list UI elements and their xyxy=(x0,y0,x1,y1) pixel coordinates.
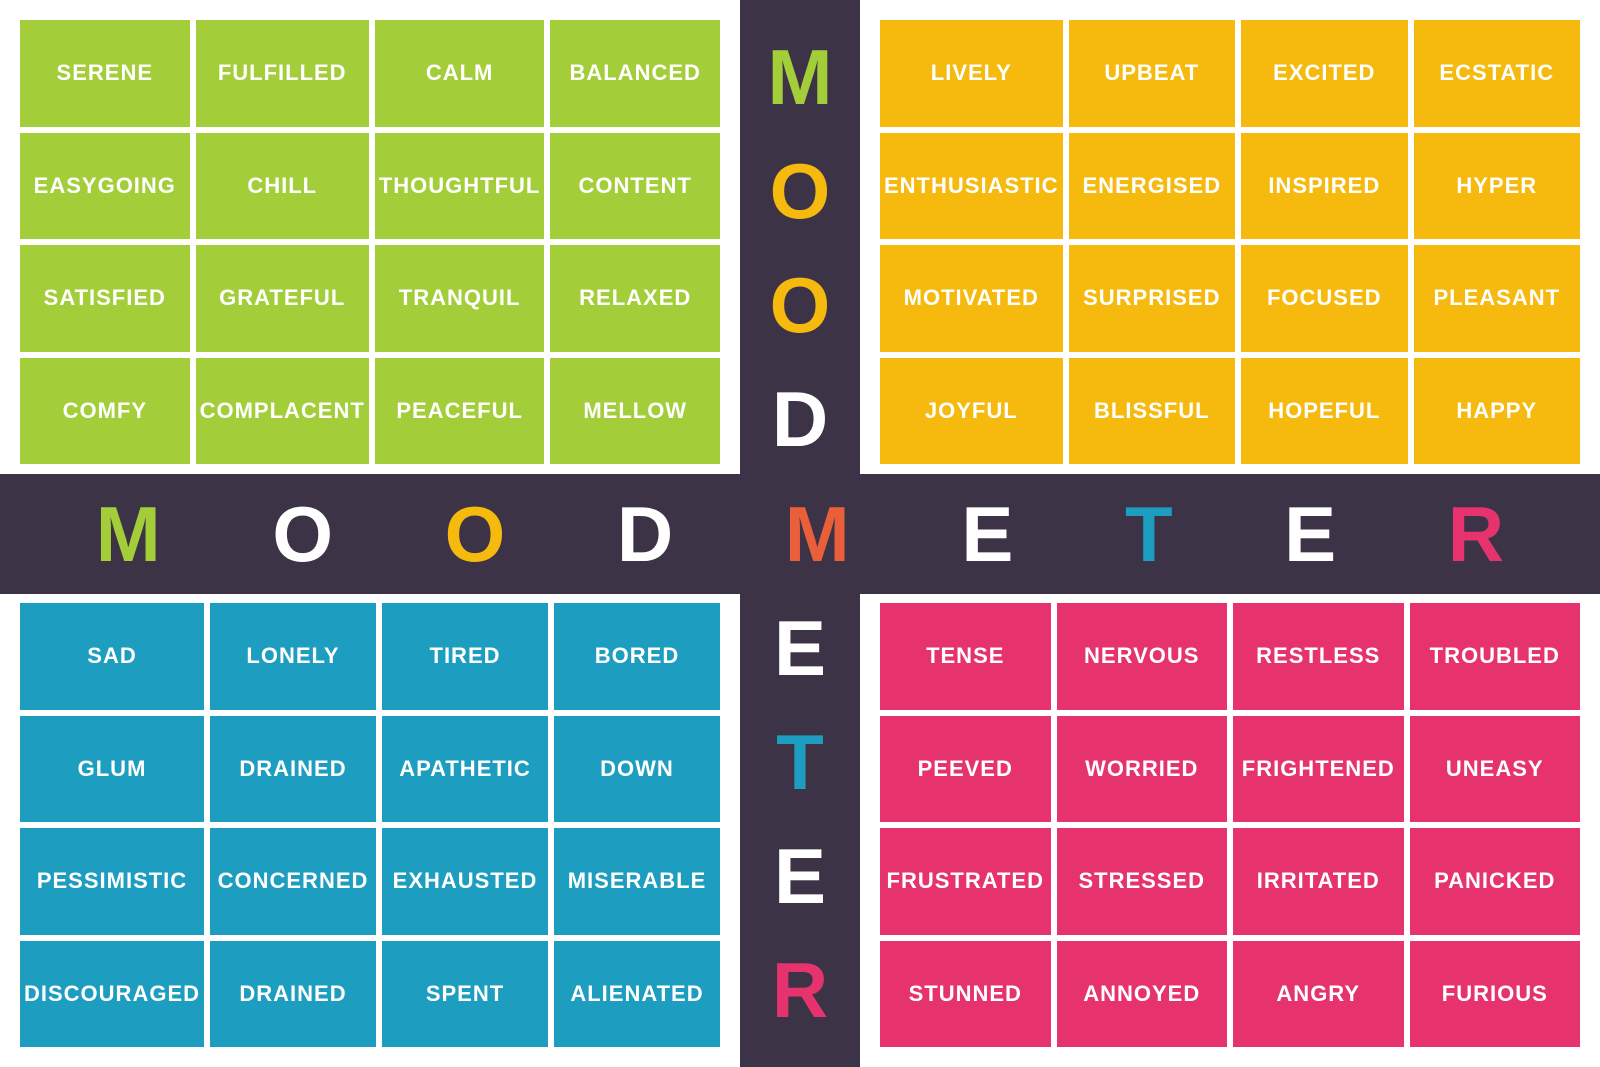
mood-cell: HAPPY xyxy=(1414,358,1580,465)
title-letter: T xyxy=(776,723,824,801)
mood-cell: EXHAUSTED xyxy=(382,828,548,935)
mood-cell: TRANQUIL xyxy=(375,245,545,352)
mood-cell: LIVELY xyxy=(880,20,1063,127)
mood-cell: GRATEFUL xyxy=(196,245,369,352)
mood-cell: EASYGOING xyxy=(20,133,190,240)
mood-cell: FRUSTRATED xyxy=(880,828,1051,935)
title-letter: R xyxy=(772,951,828,1029)
mood-cell: FULFILLED xyxy=(196,20,369,127)
mood-cell: COMPLACENT xyxy=(196,358,369,465)
title-letter: E xyxy=(961,495,1013,573)
mood-cell: DRAINED xyxy=(210,716,376,823)
title-letter: E xyxy=(1284,495,1336,573)
mood-cell: RESTLESS xyxy=(1233,603,1404,710)
title-letter: D xyxy=(617,495,673,573)
mood-cell: STUNNED xyxy=(880,941,1051,1048)
title-letter: E xyxy=(774,609,826,687)
title-letter: T xyxy=(1125,495,1173,573)
mood-cell: PEACEFUL xyxy=(375,358,545,465)
mood-cell: TENSE xyxy=(880,603,1051,710)
mood-cell: GLUM xyxy=(20,716,204,823)
mood-cell: BALANCED xyxy=(550,20,720,127)
mood-cell: SPENT xyxy=(382,941,548,1048)
mood-cell: FURIOUS xyxy=(1410,941,1581,1048)
title-letter: O xyxy=(445,495,506,573)
title-horizontal: MOODMETER xyxy=(0,474,1600,594)
mood-cell: MELLOW xyxy=(550,358,720,465)
mood-cell: WORRIED xyxy=(1057,716,1228,823)
title-letter: M xyxy=(768,38,833,116)
mood-cell: SURPRISED xyxy=(1069,245,1235,352)
mood-cell: HOPEFUL xyxy=(1241,358,1407,465)
title-letter: M xyxy=(96,495,161,573)
mood-cell: SAD xyxy=(20,603,204,710)
mood-cell: APATHETIC xyxy=(382,716,548,823)
mood-cell: COMFY xyxy=(20,358,190,465)
mood-cell: ALIENATED xyxy=(554,941,720,1048)
mood-cell: DRAINED xyxy=(210,941,376,1048)
quadrant-bottom-left: SADLONELYTIREDBOREDGLUMDRAINEDAPATHETICD… xyxy=(20,603,720,1047)
quadrant-top-left: SERENEFULFILLEDCALMBALANCED EASYGOINGCHIL… xyxy=(20,20,720,464)
mood-cell: CALM xyxy=(375,20,545,127)
mood-cell: HYPER xyxy=(1414,133,1580,240)
mood-cell: LONELY xyxy=(210,603,376,710)
moodmeter-frame: SERENEFULFILLEDCALMBALANCED EASYGOINGCHIL… xyxy=(0,0,1600,1067)
mood-cell: ECSTATIC xyxy=(1414,20,1580,127)
mood-cell: ENTHUSIASTIC xyxy=(880,133,1063,240)
mood-cell: DOWN xyxy=(554,716,720,823)
title-letter: R xyxy=(1448,495,1504,573)
mood-cell: UNEASY xyxy=(1410,716,1581,823)
mood-cell: BLISSFUL xyxy=(1069,358,1235,465)
mood-cell: NERVOUS xyxy=(1057,603,1228,710)
title-letter: O xyxy=(770,266,831,344)
mood-cell: TROUBLED xyxy=(1410,603,1581,710)
title-letter: M xyxy=(785,495,850,573)
mood-cell: MISERABLE xyxy=(554,828,720,935)
mood-cell: THOUGHTFUL xyxy=(375,133,545,240)
mood-cell: ENERGISED xyxy=(1069,133,1235,240)
mood-cell: IRRITATED xyxy=(1233,828,1404,935)
mood-cell: RELAXED xyxy=(550,245,720,352)
title-letter: E xyxy=(774,837,826,915)
mood-cell: PLEASANT xyxy=(1414,245,1580,352)
mood-cell: ANGRY xyxy=(1233,941,1404,1048)
quadrant-top-right: LIVELYUPBEATEXCITEDECSTATIC ENTHUSIASTICE… xyxy=(880,20,1580,464)
mood-cell: PANICKED xyxy=(1410,828,1581,935)
mood-cell: BORED xyxy=(554,603,720,710)
mood-cell: DISCOURAGED xyxy=(20,941,204,1048)
mood-cell: FOCUSED xyxy=(1241,245,1407,352)
mood-cell: EXCITED xyxy=(1241,20,1407,127)
mood-cell: PESSIMISTIC xyxy=(20,828,204,935)
quadrant-bottom-right: TENSENERVOUSRESTLESSTROUBLED PEEVEDWORRIE… xyxy=(880,603,1580,1047)
title-letter: O xyxy=(272,495,333,573)
title-letter: D xyxy=(772,380,828,458)
mood-cell: CONTENT xyxy=(550,133,720,240)
mood-cell: TIRED xyxy=(382,603,548,710)
mood-cell: SATISFIED xyxy=(20,245,190,352)
mood-cell: UPBEAT xyxy=(1069,20,1235,127)
mood-cell: ANNOYED xyxy=(1057,941,1228,1048)
mood-cell: JOYFUL xyxy=(880,358,1063,465)
mood-cell: FRIGHTENED xyxy=(1233,716,1404,823)
mood-cell: MOTIVATED xyxy=(880,245,1063,352)
mood-cell: SERENE xyxy=(20,20,190,127)
mood-cell: CHILL xyxy=(196,133,369,240)
title-letter: O xyxy=(770,152,831,230)
mood-cell: INSPIRED xyxy=(1241,133,1407,240)
mood-cell: PEEVED xyxy=(880,716,1051,823)
mood-cell: CONCERNED xyxy=(210,828,376,935)
mood-cell: STRESSED xyxy=(1057,828,1228,935)
